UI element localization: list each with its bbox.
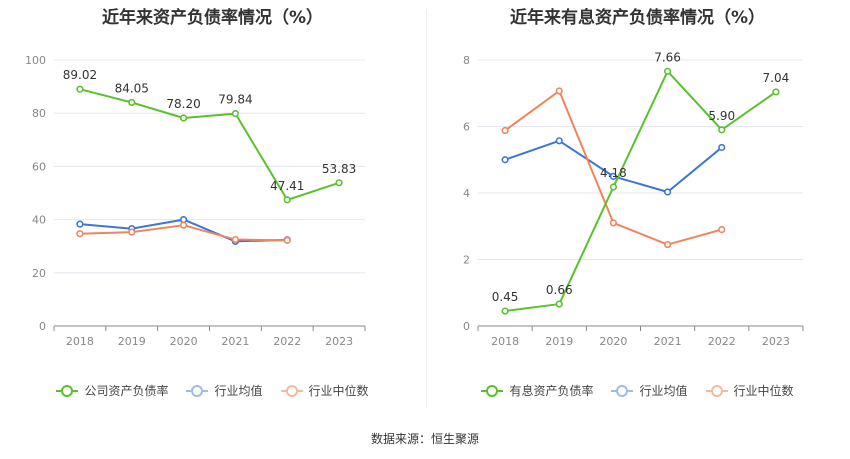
data-label: 5.90: [708, 109, 735, 123]
data-point: [179, 221, 188, 229]
chart-panel-debt-ratio: 近年来资产负债率情况（%） 0 20 40 60 80 100 2018 2019 2020 20…: [0, 0, 425, 410]
data-point: [179, 114, 188, 122]
x-tick-label: 2022: [273, 335, 301, 348]
data-point: [128, 228, 136, 236]
legend-label: 行业均值: [214, 384, 263, 398]
y-tick-label: 0: [463, 320, 470, 333]
legend-item-industry-median[interactable]: 行业中位数: [280, 382, 369, 399]
y-tick-label: 100: [25, 54, 46, 67]
y-tick-label: 40: [32, 214, 46, 227]
legend-label: 公司资产负债率: [84, 384, 169, 398]
chart-title: 近年来有息资产负债率情况（%）: [509, 8, 766, 28]
data-label: 47.41: [270, 179, 304, 193]
legend-marker-icon: [481, 384, 504, 398]
legend-item-industry-mean[interactable]: 行业均值: [611, 382, 688, 399]
x-tick-label: 2021: [221, 335, 249, 348]
legend-label: 行业中位数: [733, 384, 794, 398]
chart-panel-interest-bearing-ratio: 近年来有息资产负债率情况（%） 0 2 4 6 8 2018 2019 2020 2021 202…: [425, 0, 850, 410]
data-label: 7.66: [654, 50, 681, 64]
data-point: [76, 230, 84, 238]
data-label: 7.04: [763, 71, 790, 85]
y-tick-label: 80: [32, 107, 46, 120]
data-label: 84.05: [115, 81, 149, 95]
y-tick-label: 60: [32, 160, 46, 173]
data-point: [555, 137, 563, 145]
legend-item-industry-mean[interactable]: 行业均值: [186, 382, 263, 399]
x-tick-label: 2023: [325, 335, 353, 348]
data-point: [76, 220, 84, 228]
data-point: [772, 88, 780, 96]
x-tick-label: 2023: [762, 335, 790, 348]
data-point: [335, 179, 343, 187]
legend-marker-icon: [611, 384, 634, 398]
chart-title: 近年来资产负债率情况（%）: [101, 8, 324, 28]
x-tick-label: 2020: [599, 335, 627, 348]
legend-marker-icon: [186, 384, 209, 398]
y-tick-label: 4: [463, 187, 470, 200]
panel-divider: [426, 10, 427, 408]
data-point: [663, 240, 672, 249]
data-point: [128, 98, 136, 107]
data-point: [179, 216, 188, 224]
data-source-footer: 数据来源：恒生聚源: [370, 432, 479, 446]
x-tick-label: 2021: [654, 335, 682, 348]
data-point: [718, 143, 726, 152]
data-point: [609, 183, 618, 191]
x-tick-label: 2022: [708, 335, 736, 348]
legend-label: 行业中位数: [308, 384, 369, 398]
legend-item-company-ratio[interactable]: 公司资产负债率: [56, 382, 168, 399]
data-label: 53.83: [322, 162, 356, 176]
data-label: 78.20: [166, 97, 200, 111]
data-point: [76, 85, 84, 93]
data-point: [718, 225, 726, 234]
data-point: [609, 172, 618, 180]
x-tick-label: 2019: [118, 335, 146, 348]
x-tick-label: 2018: [491, 335, 519, 348]
data-point: [501, 126, 509, 135]
chart-legend: 有息资产负债率 行业均值 行业中位数: [425, 382, 850, 399]
y-tick-label: 8: [463, 54, 470, 67]
series-line: [504, 70, 777, 313]
data-point: [231, 235, 240, 244]
chart-plot-interest-bearing-ratio: 0 2 4 6 8 2018 2019 2020 2021 2022 2023 0.45 0.66 4.1…: [463, 50, 804, 348]
legend-label: 行业均值: [639, 384, 688, 398]
series-line: [79, 88, 340, 201]
data-point: [231, 110, 240, 118]
x-tick-label: 2020: [170, 335, 198, 348]
y-tick-label: 6: [463, 121, 470, 134]
data-point: [501, 307, 509, 315]
y-tick-label: 2: [463, 254, 470, 267]
x-tick-label: 2019: [545, 335, 573, 348]
data-point: [283, 236, 291, 244]
chart-plot-debt-ratio: 0 20 40 60 80 100 2018 2019 2020 2021 2022 2023 89.0…: [25, 54, 366, 348]
data-point: [663, 188, 672, 196]
data-label: 79.84: [218, 93, 252, 107]
legend-item-industry-median[interactable]: 行业中位数: [705, 382, 794, 399]
legend-marker-icon: [56, 384, 79, 398]
x-tick-label: 2018: [66, 335, 94, 348]
data-point: [718, 126, 726, 134]
chart-legend: 公司资产负债率 行业均值 行业中位数: [0, 382, 425, 399]
data-label: 0.66: [546, 283, 573, 297]
data-point: [283, 196, 291, 204]
data-point: [609, 219, 618, 227]
y-tick-label: 20: [32, 267, 46, 280]
data-point: [501, 156, 509, 164]
legend-item-interest-ratio[interactable]: 有息资产负债率: [481, 382, 593, 399]
data-label: 89.02: [63, 68, 97, 82]
legend-marker-icon: [705, 384, 728, 398]
data-point: [663, 67, 672, 75]
data-point: [555, 87, 563, 95]
legend-marker-icon: [280, 384, 303, 398]
data-point: [555, 300, 563, 308]
data-label: 0.45: [492, 290, 519, 304]
y-tick-label: 0: [39, 320, 46, 333]
data-label: 4.18: [600, 166, 627, 180]
legend-label: 有息资产负债率: [509, 384, 594, 398]
